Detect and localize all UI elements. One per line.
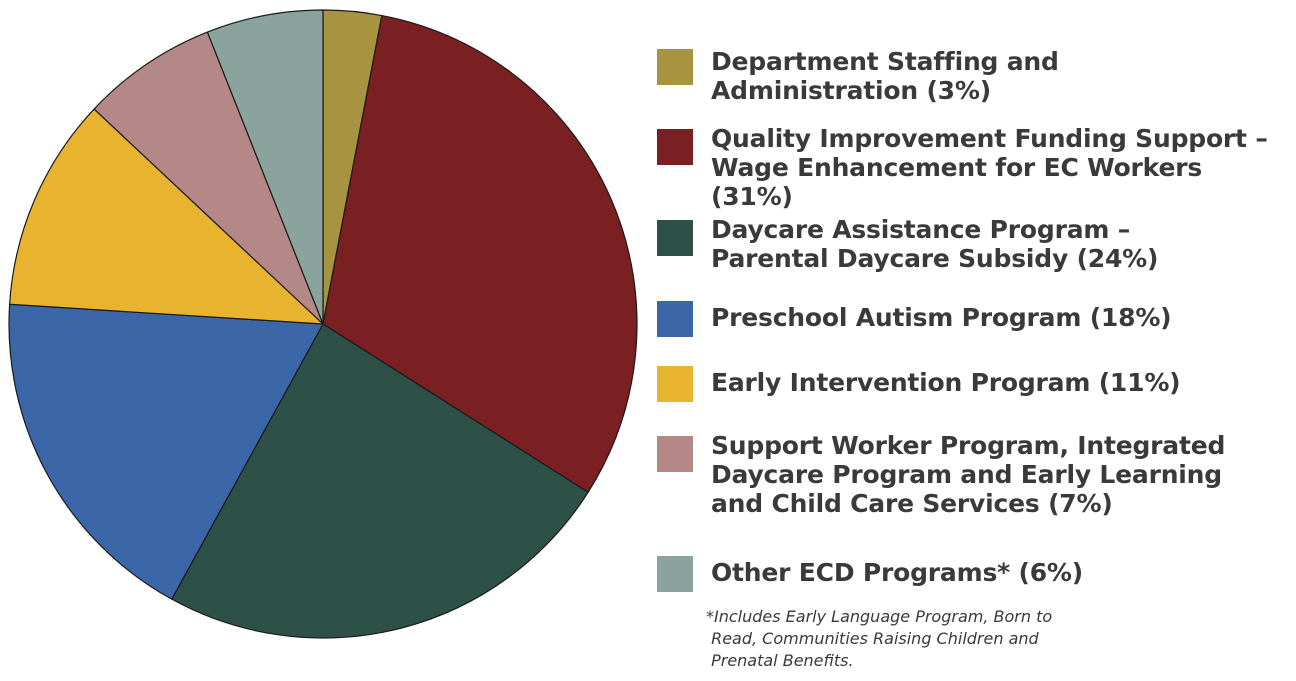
legend-label-line: Other ECD Programs* (6%): [711, 558, 1083, 587]
chart-footnote: *Includes Early Language Program, Born t…: [706, 606, 1136, 672]
legend-swatch: [657, 49, 693, 85]
legend-label-line: Daycare Assistance Program –: [711, 215, 1131, 244]
pie-slices: [8, 9, 638, 639]
legend-swatch: [657, 301, 693, 337]
footnote-line: Prenatal Benefits.: [706, 651, 854, 670]
legend-label-line: Wage Enhancement for EC Workers (31%): [711, 153, 1203, 211]
legend-swatch: [657, 366, 693, 402]
legend-swatch: [657, 436, 693, 472]
legend-label: Preschool Autism Program (18%): [711, 303, 1289, 332]
legend-label-line: Parental Daycare Subsidy (24%): [711, 244, 1159, 273]
legend-swatch: [657, 220, 693, 256]
legend-label: Support Worker Program, Integrated Dayca…: [711, 431, 1289, 518]
legend-label: Early Intervention Program (11%): [711, 368, 1289, 397]
pie-slice-6: [206, 9, 324, 325]
pie-slice-1: [322, 14, 638, 493]
legend-label-line: Department Staffing and: [711, 47, 1059, 76]
legend-label-line: Administration (3%): [711, 76, 991, 105]
legend-label-line: Preschool Autism Program (18%): [711, 303, 1172, 332]
legend-label-line: Daycare Program and Early Learning: [711, 460, 1222, 489]
legend-label: Quality Improvement Funding Support – Wa…: [711, 124, 1289, 211]
legend-label: Other ECD Programs* (6%): [711, 558, 1289, 587]
legend-label-line: and Child Care Services (7%): [711, 489, 1113, 518]
pie-chart: [8, 9, 638, 639]
pie-slice-3: [8, 303, 324, 600]
pie-slice-2: [171, 323, 589, 639]
legend-label: Daycare Assistance Program – Parental Da…: [711, 215, 1289, 273]
legend-label-line: Early Intervention Program (11%): [711, 368, 1181, 397]
legend-label-line: Quality Improvement Funding Support –: [711, 124, 1268, 153]
legend-swatch: [657, 129, 693, 165]
pie-slice-5: [93, 31, 324, 325]
legend-label: Department Staffing and Administration (…: [711, 47, 1289, 105]
footnote-line: *Includes Early Language Program, Born t…: [706, 607, 1053, 626]
legend-swatch: [657, 556, 693, 592]
legend-label-line: Support Worker Program, Integrated: [711, 431, 1226, 460]
pie-slice-4: [9, 108, 324, 325]
footnote-line: Read, Communities Raising Children and: [706, 629, 1039, 648]
